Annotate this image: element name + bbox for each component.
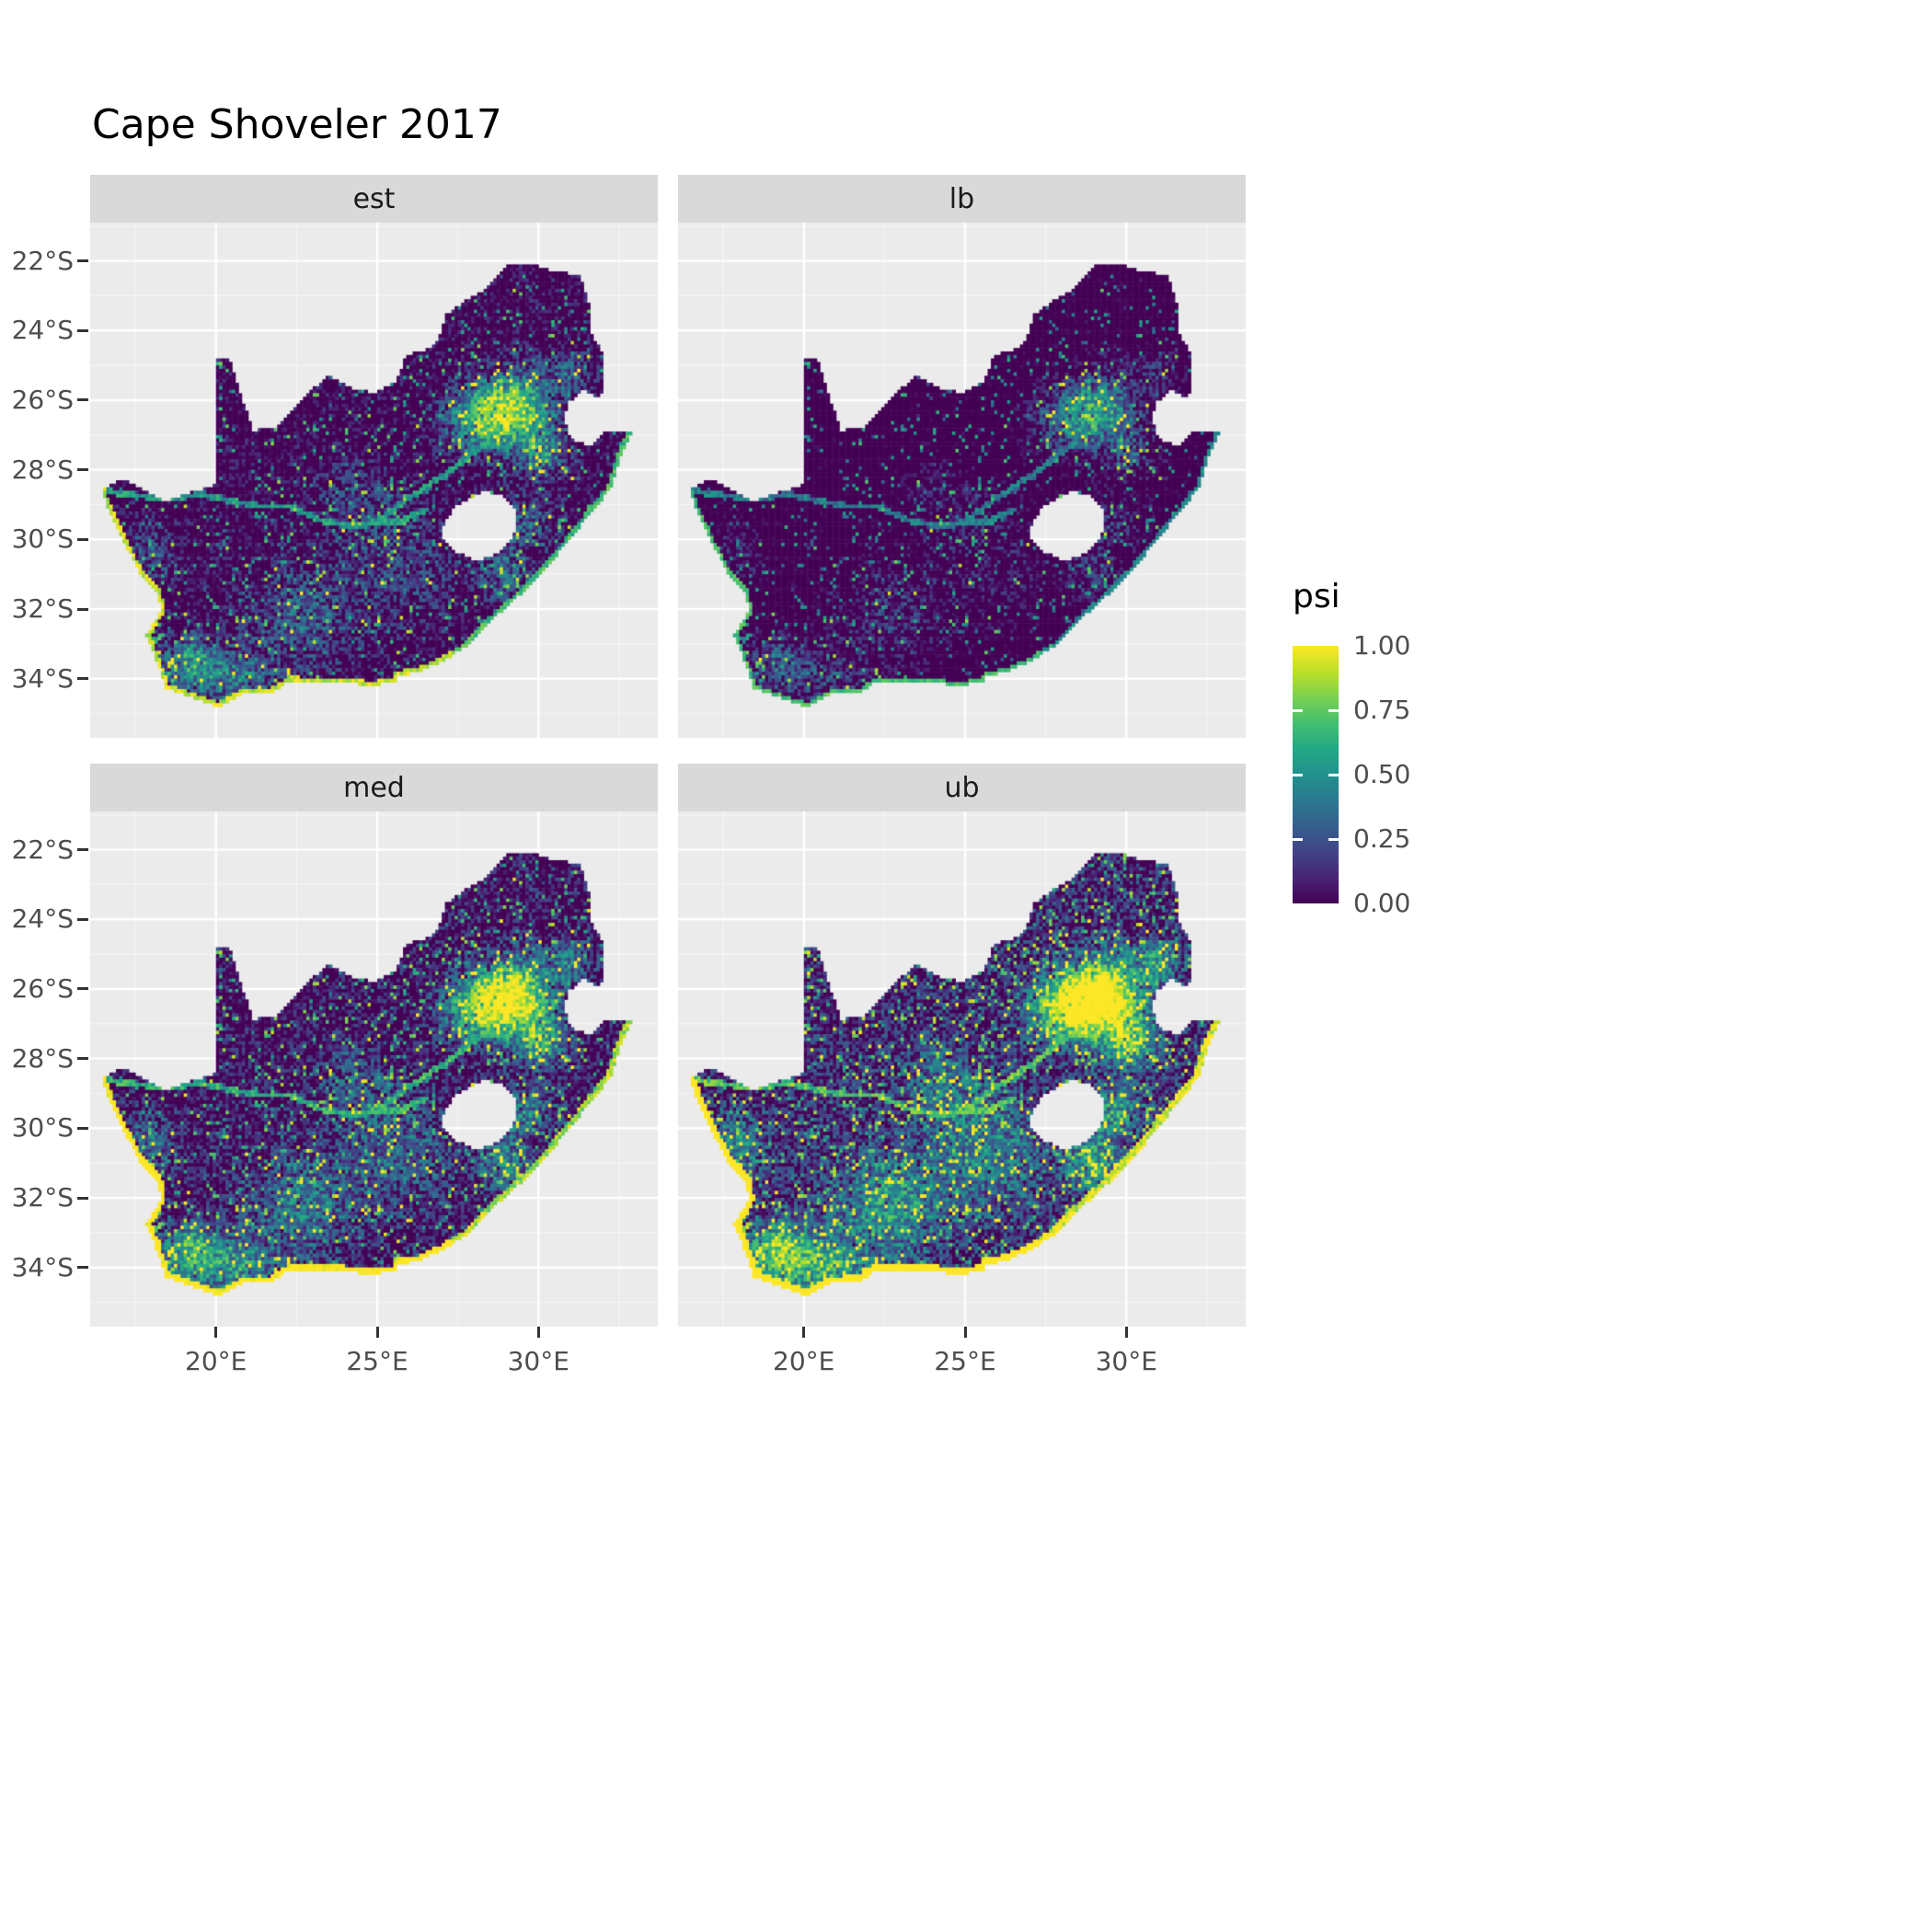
x-tick-label: 25°E [346, 1346, 408, 1376]
y-tick-mark [77, 398, 88, 402]
y-tick-mark [77, 468, 88, 472]
y-tick-label: 22°S [11, 834, 74, 865]
y-tick-label: 24°S [11, 315, 74, 346]
x-tick-mark [214, 1327, 218, 1338]
facet-strip-label: lb [949, 182, 975, 215]
y-tick-mark [77, 848, 88, 852]
legend-tick-label: 1.00 [1353, 630, 1411, 661]
legend-tick-label: 0.50 [1353, 759, 1411, 789]
x-tick-label: 20°E [185, 1346, 247, 1376]
legend-tick-label: 0.25 [1353, 823, 1411, 854]
facet-strip-est: est [90, 175, 658, 223]
x-tick-mark [802, 1327, 806, 1338]
y-tick-mark [77, 1126, 88, 1130]
facet-strip-lb: lb [678, 175, 1246, 223]
y-tick-mark [77, 677, 88, 681]
y-tick-label: 26°S [11, 972, 74, 1004]
y-tick-mark [77, 1057, 88, 1061]
y-tick-mark [77, 1196, 88, 1200]
map-canvas-lb [678, 223, 1246, 738]
legend-title: psi [1293, 578, 1340, 615]
map-canvas-ub [678, 811, 1246, 1327]
legend-tick-mark [1328, 773, 1339, 776]
legend-tick-mark [1293, 708, 1303, 712]
x-tick-label: 30°E [1095, 1346, 1157, 1376]
x-tick-mark [375, 1327, 379, 1338]
y-tick-mark [77, 328, 88, 332]
y-tick-label: 28°S [11, 1042, 74, 1074]
y-tick-label: 30°S [11, 1112, 74, 1144]
facet-lb: lb [678, 175, 1246, 738]
facet-med: med [90, 764, 658, 1327]
y-tick-label: 32°S [11, 593, 74, 624]
x-tick-label: 30°E [507, 1346, 569, 1376]
y-tick-mark [77, 1266, 88, 1270]
legend-tick-mark [1328, 708, 1339, 712]
y-tick-label: 32°S [11, 1182, 74, 1213]
y-tick-label: 34°S [11, 1251, 74, 1282]
legend-tick-label: 0.75 [1353, 695, 1411, 725]
y-tick-mark [77, 987, 88, 991]
legend-tick-mark [1293, 773, 1303, 776]
y-tick-mark [77, 917, 88, 921]
facet-strip-ub: ub [678, 764, 1246, 811]
facet-est: est [90, 175, 658, 738]
x-tick-label: 20°E [773, 1346, 835, 1376]
chart-title: Cape Shoveler 2017 [92, 101, 502, 148]
legend-tick-mark [1328, 837, 1339, 841]
legend-tick-mark [1293, 837, 1303, 841]
y-tick-label: 34°S [11, 662, 74, 694]
y-tick-label: 26°S [11, 384, 74, 415]
y-tick-label: 22°S [11, 245, 74, 276]
facet-strip-label: med [343, 771, 405, 804]
y-tick-mark [77, 607, 88, 611]
x-tick-mark [963, 1327, 967, 1338]
y-tick-mark [77, 537, 88, 541]
facet-strip-label: est [352, 182, 396, 215]
facet-strip-med: med [90, 764, 658, 811]
y-tick-label: 30°S [11, 523, 74, 555]
y-tick-mark [77, 259, 88, 263]
y-tick-label: 28°S [11, 454, 74, 485]
x-tick-mark [536, 1327, 540, 1338]
map-canvas-med [90, 811, 658, 1327]
x-tick-mark [1124, 1327, 1128, 1338]
legend-tick-label: 0.00 [1353, 888, 1411, 918]
facet-ub: ub [678, 764, 1246, 1327]
y-tick-label: 24°S [11, 903, 74, 935]
x-tick-label: 25°E [934, 1346, 996, 1376]
facet-strip-label: ub [944, 771, 980, 804]
map-canvas-est [90, 223, 658, 738]
